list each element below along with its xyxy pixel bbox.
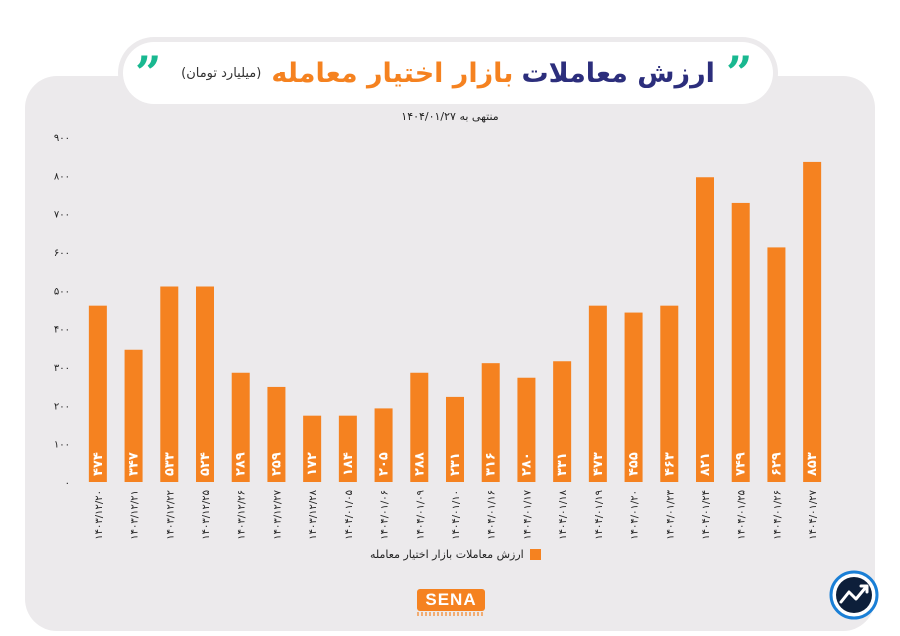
bar-value-label: ۸۵۳	[805, 452, 820, 476]
x-tick-label: ۱۴۰۳/۱۲/۲۵	[201, 490, 212, 540]
x-tick-label: ۱۴۰۳/۱۲/۲۸	[308, 489, 319, 539]
y-tick-label: ۹۰۰	[54, 133, 70, 144]
y-tick-label: ۴۰۰	[54, 325, 70, 336]
bar-value-label: ۲۸۸	[412, 452, 427, 476]
chart-legend: ارزش معاملات بازار اختیار معامله	[370, 548, 541, 561]
bar	[196, 286, 214, 482]
quote-left-icon: ”	[135, 46, 162, 100]
bar-value-label: ۷۴۹	[734, 452, 749, 476]
x-tick-label: ۱۴۰۴/۰۱/۱۹	[594, 490, 605, 540]
title-main: ارزش معاملات	[521, 57, 715, 89]
sena-logo: SENA	[417, 589, 485, 611]
bar-value-label: ۲۸۹	[234, 452, 249, 476]
quote-right-icon: ”	[726, 46, 753, 100]
x-tick-label: ۱۴۰۴/۰۱/۲۳	[665, 489, 676, 539]
bar	[410, 372, 429, 482]
title-accent: بازار اختیار معامله	[271, 57, 514, 89]
y-tick-label: ۸۰۰	[54, 171, 70, 182]
bar-value-label: ۴۷۴	[91, 452, 106, 476]
sena-logo-underline	[417, 612, 485, 616]
x-tick-label: ۱۴۰۴/۰۱/۲۷	[808, 489, 819, 539]
y-tick-label: ۱۰۰	[54, 440, 70, 451]
x-tick-label: ۱۴۰۴/۰۱/۰۹	[415, 490, 426, 540]
bar	[803, 161, 822, 482]
x-tick-label: ۱۴۰۴/۰۱/۲۵	[737, 490, 748, 540]
bar	[624, 312, 643, 482]
x-tick-label: ۱۴۰۴/۰۱/۲۰	[630, 490, 641, 540]
x-tick-label: ۱۴۰۳/۱۲/۲۶	[237, 490, 248, 540]
x-tick-label: ۱۴۰۴/۰۱/۰۵	[344, 490, 355, 540]
bar	[696, 177, 714, 482]
y-tick-label: ۰	[65, 478, 70, 489]
bar	[660, 305, 679, 482]
bar	[160, 286, 179, 482]
bar	[267, 386, 286, 482]
bar	[374, 408, 393, 482]
x-tick-label: ۱۴۰۴/۰۱/۲۴	[701, 490, 712, 540]
bar	[553, 361, 572, 482]
x-tick-label: ۱۴۰۴/۰۱/۱۶	[487, 490, 498, 540]
title-unit: (میلیارد تومان)	[181, 65, 262, 81]
bar	[481, 363, 500, 482]
bar	[446, 396, 464, 482]
x-tick-label: ۱۴۰۴/۰۱/۱۸	[558, 489, 569, 539]
trend-logo-icon	[829, 570, 879, 620]
bar-value-label: ۲۰۵	[377, 452, 392, 476]
bar-value-label: ۳۴۷	[127, 452, 142, 476]
bar	[517, 377, 536, 482]
x-tick-label: ۱۴۰۳/۱۲/۲۱	[130, 490, 141, 540]
bar	[731, 202, 750, 482]
bar	[231, 372, 250, 482]
bar-value-label: ۳۱۶	[484, 452, 499, 476]
chart-subtitle: منتهی به ۱۴۰۴/۰۱/۲۷	[401, 110, 499, 123]
y-tick-label: ۲۰۰	[54, 401, 70, 412]
bar-value-label: ۱۷۲	[305, 452, 320, 476]
x-tick-label: ۱۴۰۳/۱۲/۲۲	[165, 490, 176, 540]
x-tick-label: ۱۴۰۴/۰۱/۰۶	[380, 490, 391, 540]
bar-value-label: ۴۷۳	[591, 452, 606, 476]
bar-value-label: ۳۳۱	[555, 452, 570, 476]
x-tick-label: ۱۴۰۴/۰۱/۱۰	[451, 490, 462, 540]
bar-value-label: ۵۲۴	[198, 452, 213, 476]
legend-label: ارزش معاملات بازار اختیار معامله	[370, 548, 524, 561]
y-tick-label: ۶۰۰	[54, 248, 70, 259]
bar	[124, 349, 143, 482]
x-tick-label: ۱۴۰۴/۰۱/۱۷	[522, 489, 533, 539]
bar	[303, 415, 322, 482]
bar	[767, 247, 786, 482]
y-tick-label: ۳۰۰	[54, 363, 70, 374]
bar-value-label: ۴۵۵	[627, 452, 642, 476]
bar-value-label: ۲۸۰	[519, 452, 534, 476]
bar	[338, 415, 357, 482]
y-tick-label: ۵۰۰	[54, 286, 70, 297]
bar-value-label: ۲۵۹	[269, 452, 284, 476]
x-tick-label: ۱۴۰۳/۱۲/۲۰	[94, 490, 105, 540]
bar-value-label: ۸۲۱	[698, 452, 713, 476]
legend-swatch	[529, 549, 541, 560]
bar-value-label: ۱۸۴	[341, 452, 356, 476]
bar-value-label: ۲۳۱	[448, 452, 463, 476]
bar	[88, 305, 107, 482]
bar-value-label: ۴۶۳	[662, 452, 677, 476]
bar-value-label: ۶۲۹	[769, 452, 784, 476]
x-tick-label: ۱۴۰۴/۰۱/۲۶	[772, 490, 783, 540]
bar	[588, 305, 607, 482]
x-tick-label: ۱۴۰۳/۱۲/۲۷	[272, 489, 283, 539]
title-banner: ارزش معاملات بازار اختیار معامله (میلیار…	[123, 42, 773, 104]
bar-value-label: ۵۳۳	[162, 452, 177, 476]
y-tick-label: ۷۰۰	[54, 210, 70, 221]
